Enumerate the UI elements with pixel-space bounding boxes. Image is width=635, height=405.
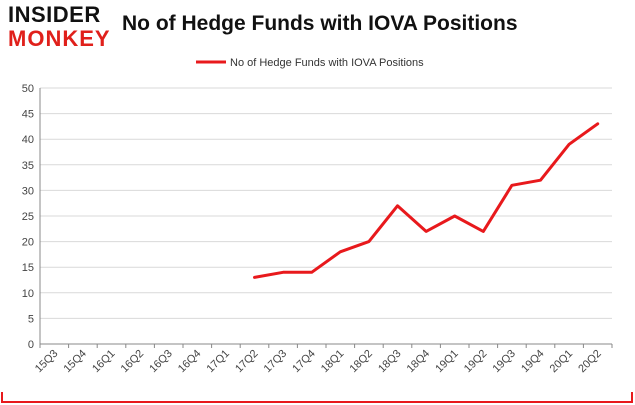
y-tick-label: 25 (22, 211, 34, 223)
y-tick-label: 15 (22, 262, 34, 274)
chart-title: No of Hedge Funds with IOVA Positions (122, 12, 518, 35)
x-tick-label: 17Q4 (290, 348, 318, 376)
x-tick-label: 18Q3 (376, 348, 404, 376)
x-tick-label: 17Q1 (204, 348, 232, 376)
gridlines (40, 87, 612, 319)
x-tick-labels: 15Q3 15Q4 16Q1 16Q2 16Q3 16Q4 17Q1 17Q2 17Q3 17Q4… (33, 348, 604, 376)
insider-monkey-logo: INSIDER MONKEY (8, 4, 116, 52)
y-tick-label: 5 (28, 313, 34, 325)
series-line (253, 122, 600, 279)
y-tick-label: 10 (22, 288, 34, 300)
x-tick-label: 17Q3 (262, 348, 290, 376)
x-tick-label: 19Q1 (433, 348, 461, 376)
y-tick-label: 40 (22, 134, 34, 146)
x-tick-label: 16Q3 (147, 348, 175, 376)
logo-top-text: INSIDER (8, 2, 101, 27)
x-tick-label: 16Q2 (119, 348, 147, 376)
y-tick-label: 30 (22, 185, 34, 197)
legend-label: No of Hedge Funds with IOVA Positions (230, 57, 424, 69)
x-tick-label: 20Q2 (576, 348, 604, 376)
logo-bottom-text: MONKEY (8, 26, 111, 51)
x-tick-label: 16Q4 (176, 348, 204, 376)
legend: No of Hedge Funds with IOVA Positions (196, 57, 424, 69)
x-tick-label: 18Q2 (347, 348, 375, 376)
x-tick-label: 18Q1 (319, 348, 347, 376)
x-tick-label: 20Q1 (548, 348, 576, 376)
y-tick-label: 50 (22, 83, 34, 95)
x-tick-label: 15Q3 (33, 348, 61, 376)
axes (39, 88, 613, 348)
x-tick-label: 19Q2 (462, 348, 490, 376)
x-tick-label: 15Q4 (61, 348, 89, 376)
x-tick-label: 19Q4 (519, 348, 547, 376)
series-lines (253, 122, 600, 279)
x-tick-label: 18Q4 (405, 348, 433, 376)
bottom-frame (1, 392, 633, 403)
x-tick-label: 17Q2 (233, 348, 261, 376)
x-tick-label: 16Q1 (90, 348, 118, 376)
y-tick-label: 35 (22, 160, 34, 172)
y-tick-label: 0 (28, 339, 34, 351)
x-tick-label: 19Q3 (490, 348, 518, 376)
y-tick-label: 45 (22, 109, 34, 121)
y-tick-labels: 0 5 10 15 20 25 30 35 40 45 50 (22, 83, 34, 351)
y-tick-label: 20 (22, 237, 34, 249)
